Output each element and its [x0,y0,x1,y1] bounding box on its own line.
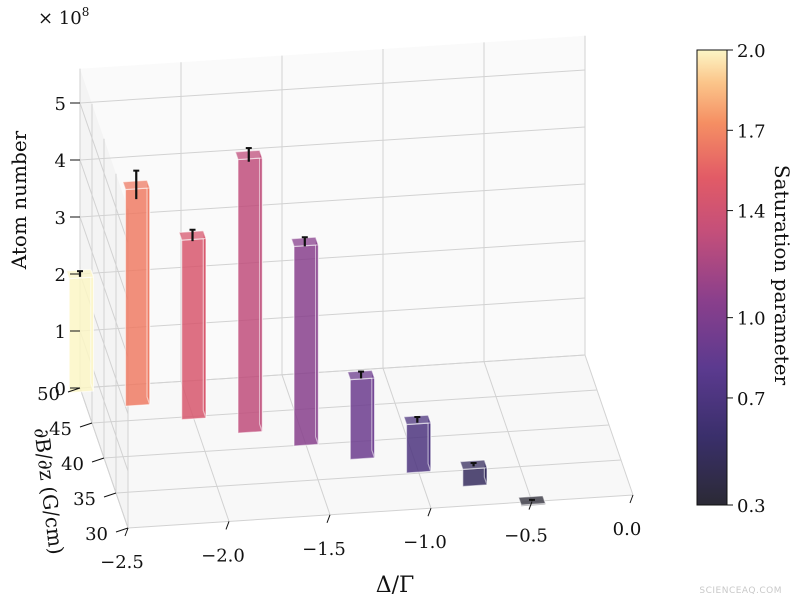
colorbar-tick-label: 1.0 [737,309,766,330]
colorbar-tick-label: 0.7 [737,389,766,410]
x-tick-mark [528,501,533,510]
bar-front-face [462,467,488,488]
back-gridline [79,126,586,161]
bar [517,495,547,507]
z-tick-label: 1 [55,322,66,343]
colorbar-label: Saturation parameter [770,165,794,386]
y-axis-label: ∂B/∂z (G/cm) [29,426,68,555]
y-tick-mark [79,422,93,428]
y-tick-label: 45 [49,419,72,440]
back-gridline [79,240,586,275]
floor-gridline [127,494,634,529]
x-tick-mark [629,494,634,504]
y-tick-label: 40 [61,454,84,475]
x-tick-label: −2.5 [100,552,144,573]
z-exponent-label: × 108 [38,5,89,29]
x-tick-label: 0.0 [613,519,642,540]
x-tick-mark [326,514,331,523]
bars [65,147,547,507]
watermark: SCIENCEAQ.COM [699,586,782,596]
z-tick-label: 4 [55,151,66,172]
y-tick-mark [103,492,117,498]
bar-front-face [181,237,207,421]
bar [234,147,264,434]
z-tick-label: 2 [55,265,66,286]
bar-front-face [237,157,263,434]
colorbar-ticks: 0.3 0.7 1.0 1.4 1.7 2.0 [727,41,766,517]
colorbar-tick-label: 0.3 [737,496,766,517]
z-tick-label: 3 [55,208,66,229]
bar-front-face [405,422,432,474]
y-tick-label: 30 [85,524,108,545]
bar-front-face [124,187,151,407]
x-tick-label: −2.0 [201,545,245,566]
z-axis-label: Atom number [7,130,31,270]
colorbar-tick-label: 1.4 [737,202,766,223]
bar [290,236,320,447]
bar-side-face [315,236,319,445]
left-gridline [79,102,129,244]
back-gridline [79,183,586,218]
left-gridline [79,216,129,358]
bar-front-face [68,276,95,394]
y-tick-mark [67,387,81,393]
y-tick-mark [115,527,129,533]
bar-side-face [90,269,95,392]
bar [65,268,95,394]
x-tick-mark [124,527,129,537]
bar-side-face [202,230,207,419]
back-gridline [79,297,586,332]
y-tick-mark [91,457,105,463]
x-tick-label: −0.5 [504,526,548,547]
left-gridline [79,159,129,301]
x-tick-mark [427,508,432,517]
colorbar-tick-label: 2.0 [737,41,766,62]
colorbar-tick-label: 1.7 [737,121,766,142]
colorbar [696,49,728,506]
x-tick-label: −1.5 [302,539,346,560]
bar-side-face [371,370,376,459]
y-tick-label: 35 [73,489,96,510]
z-tick-label: 5 [55,94,66,115]
bar [459,459,488,488]
x-tick-label: −1.0 [403,532,447,553]
bar-side-face [258,150,263,432]
bar-side-face [146,180,151,405]
bar [403,414,432,474]
back-gridline [79,354,586,389]
x-axis-label: Δ/Γ [376,573,415,598]
bar-front-face [349,377,376,461]
bar [346,369,376,461]
z-tick-label: 0 [55,379,66,400]
floor-gridline [91,389,598,424]
bar [121,169,151,407]
back-gridline [79,69,586,104]
bar [178,228,207,421]
y-tick-label: 50 [37,384,60,405]
bar-front-face [293,244,319,447]
x-tick-mark [225,521,230,530]
floor-gridline [115,459,622,494]
